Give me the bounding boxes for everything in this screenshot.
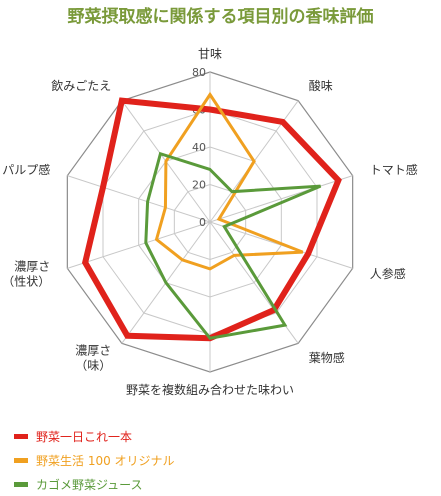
series-line xyxy=(154,91,304,271)
chart-title: 野菜摂取感に関係する項目別の香味評価 xyxy=(67,7,374,27)
legend-item: 野菜生活 100 オリジナル xyxy=(14,448,175,472)
tick-label: 80 xyxy=(192,66,206,79)
legend-label: カゴメ野菜ジュース xyxy=(36,477,143,492)
axis-label: トマト感 xyxy=(370,162,418,177)
radar-series xyxy=(81,91,342,342)
radar-grid xyxy=(66,71,354,373)
tick-label: 0 xyxy=(199,216,206,229)
legend-swatch xyxy=(14,481,28,487)
tick-label: 20 xyxy=(192,179,206,192)
grid-spoke xyxy=(67,221,211,269)
grid-spoke xyxy=(209,175,353,223)
legend-label: 野菜一日これ一本 xyxy=(36,429,133,444)
tick-label: 40 xyxy=(192,141,206,154)
legend-label: 野菜生活 100 オリジナル xyxy=(36,453,175,468)
legend-item: 野菜一日これ一本 xyxy=(14,424,175,448)
series-line xyxy=(144,151,322,340)
axis-label: 酸味 xyxy=(309,78,333,93)
chart-legend: 野菜一日これ一本野菜生活 100 オリジナル カゴメ野菜ジュース xyxy=(14,424,175,496)
axis-label: 人参感 xyxy=(370,266,406,281)
axis-label: 濃厚さ（味） xyxy=(75,343,111,372)
axis-label: 葉物感 xyxy=(309,350,345,365)
axis-label: 濃厚さ（性状） xyxy=(2,259,50,288)
legend-swatch xyxy=(14,433,28,439)
axis-label: パルプ感 xyxy=(2,162,50,177)
legend-swatch xyxy=(14,457,28,463)
axis-label: 飲みごたえ xyxy=(51,78,111,93)
legend-item: カゴメ野菜ジュース xyxy=(14,472,175,496)
axis-label: 野菜を複数組み合わせた味わい xyxy=(126,382,294,397)
axis-label: 甘味 xyxy=(198,47,222,61)
grid-spoke xyxy=(67,175,211,223)
